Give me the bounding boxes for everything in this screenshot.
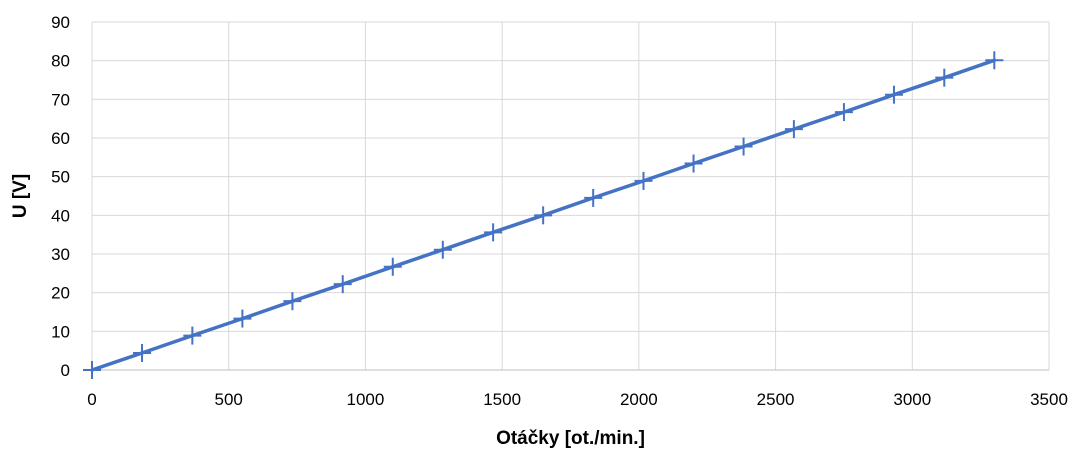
x-tick-label: 1000 bbox=[347, 390, 385, 409]
y-axis-title: U [V] bbox=[10, 174, 31, 218]
axes bbox=[91, 22, 1049, 371]
x-tick-label: 3500 bbox=[1030, 390, 1068, 409]
data-point-marker bbox=[484, 223, 503, 242]
data-point-marker bbox=[183, 326, 202, 345]
data-point-marker bbox=[534, 206, 553, 225]
x-tick-label: 1500 bbox=[483, 390, 521, 409]
y-tick-label: 50 bbox=[51, 168, 70, 187]
y-tick-label: 0 bbox=[61, 361, 70, 380]
y-tick-label: 40 bbox=[51, 206, 70, 225]
data-point-marker bbox=[584, 188, 603, 207]
y-tick-label: 20 bbox=[51, 284, 70, 303]
data-point-marker bbox=[283, 292, 302, 311]
data-point-marker bbox=[935, 68, 954, 87]
data-point-marker bbox=[784, 120, 803, 139]
data-point-marker bbox=[333, 275, 352, 294]
data-point-marker bbox=[233, 309, 252, 328]
x-tick-label: 2000 bbox=[620, 390, 658, 409]
data-point-marker bbox=[133, 343, 152, 362]
y-tick-label: 10 bbox=[51, 322, 70, 341]
x-tick-label: 500 bbox=[215, 390, 243, 409]
data-point-marker bbox=[83, 361, 101, 379]
data-point-marker bbox=[634, 171, 653, 190]
data-point-marker bbox=[383, 257, 402, 276]
x-tick-label: 3000 bbox=[893, 390, 931, 409]
y-tick-label: 70 bbox=[51, 90, 70, 109]
x-axis-title: Otáčky [ot./min.] bbox=[496, 428, 645, 449]
data-point-marker bbox=[433, 240, 452, 259]
y-tick-label: 60 bbox=[51, 129, 70, 148]
y-tick-label: 30 bbox=[51, 245, 70, 264]
x-tick-label: 2500 bbox=[757, 390, 795, 409]
data-point-marker bbox=[884, 85, 903, 104]
y-tick-label: 80 bbox=[51, 52, 70, 71]
data-point-marker bbox=[684, 154, 703, 173]
gridlines bbox=[92, 21, 1050, 370]
data-point-marker bbox=[834, 103, 853, 122]
data-point-marker bbox=[985, 51, 1004, 70]
x-tick-label: 0 bbox=[87, 390, 96, 409]
y-tick-label: 90 bbox=[51, 13, 70, 32]
tick-labels: 0 10 20 30 40 50 60 70 80 90 0 500 1000 1500 2000 2500 3… bbox=[51, 13, 1068, 409]
data-point-marker bbox=[734, 137, 753, 156]
series bbox=[83, 51, 1004, 379]
